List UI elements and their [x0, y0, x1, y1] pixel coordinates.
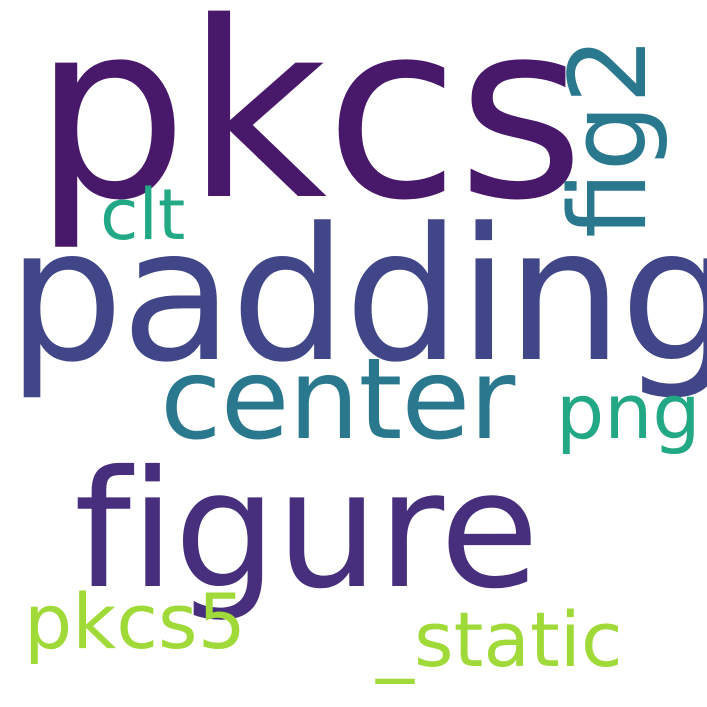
- word-padding: padding: [7, 189, 707, 403]
- word-fig2: fig2: [547, 36, 670, 239]
- word-figure: figure: [74, 437, 539, 625]
- word-clt: clt: [100, 174, 186, 256]
- word-pkcs: pkcs: [33, 0, 584, 254]
- word-center: center: [160, 335, 515, 465]
- word-png: png: [556, 367, 701, 456]
- word-pkcs5: pkcs5: [24, 577, 246, 666]
- word-static: _static: [376, 595, 623, 684]
